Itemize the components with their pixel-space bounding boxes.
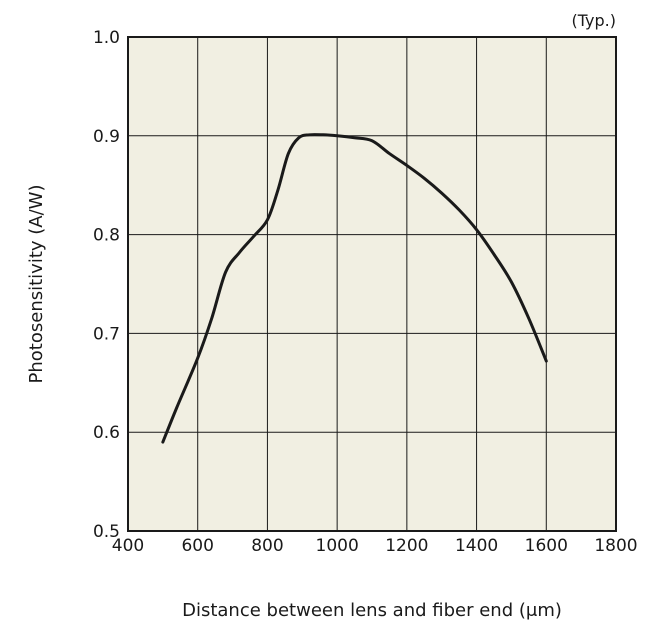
x-tick-label: 800	[251, 536, 283, 556]
x-axis-label: Distance between lens and fiber end (μm)	[182, 600, 562, 621]
y-tick-label: 0.9	[93, 127, 120, 147]
x-tick-label: 1400	[455, 536, 498, 556]
y-tick-label: 0.7	[93, 324, 120, 344]
typical-note: (Typ.)	[572, 11, 616, 30]
x-tick-label: 600	[181, 536, 213, 556]
x-tick-label: 1800	[594, 536, 637, 556]
y-tick-label: 0.5	[93, 522, 120, 542]
plot-area-background	[128, 37, 616, 531]
x-tick-label: 1600	[525, 536, 568, 556]
plot-area-frame	[127, 36, 617, 532]
y-axis-label: Photosensitivity (A/W)	[26, 185, 47, 384]
x-axis-ticks: 400 600 800 1000 1200 1400 1600 1800	[112, 536, 638, 556]
x-tick-label: 1200	[385, 536, 428, 556]
y-axis-ticks: 0.5 0.6 0.7 0.8 0.9 1.0	[93, 28, 120, 542]
x-tick-label: 1000	[316, 536, 359, 556]
y-tick-label: 0.6	[93, 423, 120, 443]
x-tick-label: 400	[112, 536, 144, 556]
y-tick-label: 0.8	[93, 226, 120, 246]
series-line-photosensitivity	[161, 133, 548, 444]
y-tick-label: 1.0	[93, 28, 120, 48]
